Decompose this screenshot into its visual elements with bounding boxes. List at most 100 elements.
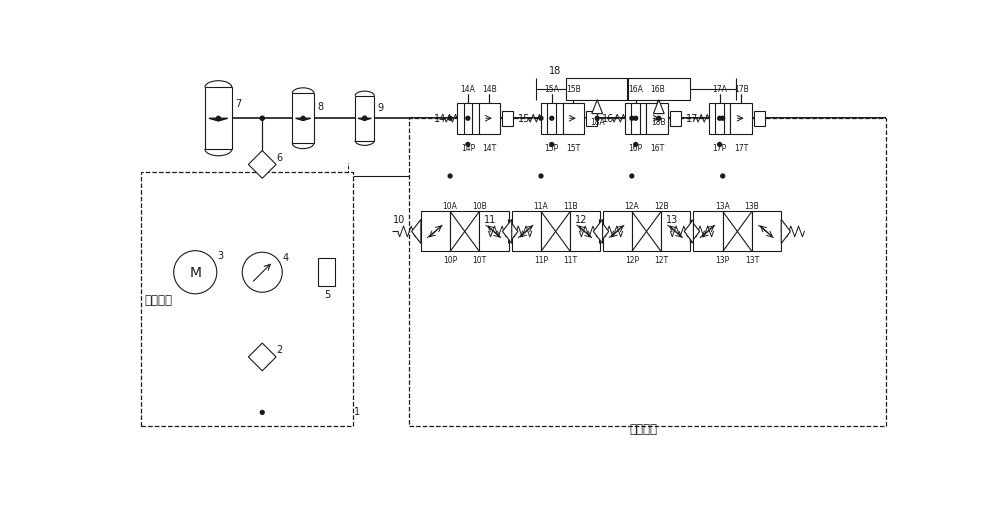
Circle shape bbox=[718, 117, 722, 121]
Text: 3: 3 bbox=[217, 251, 223, 261]
Text: 17: 17 bbox=[686, 114, 698, 124]
Circle shape bbox=[721, 117, 725, 121]
Bar bbox=[457, 104, 479, 134]
Text: 12B: 12B bbox=[654, 201, 668, 211]
Circle shape bbox=[634, 143, 638, 147]
Text: 11A: 11A bbox=[534, 201, 548, 211]
Bar bbox=[292, 94, 314, 144]
Polygon shape bbox=[684, 220, 693, 244]
Circle shape bbox=[595, 117, 599, 121]
Text: 10P: 10P bbox=[443, 255, 457, 264]
Text: 16: 16 bbox=[602, 114, 614, 124]
Circle shape bbox=[448, 175, 452, 179]
Circle shape bbox=[216, 117, 220, 121]
Bar bbox=[693, 212, 723, 252]
Bar bbox=[632, 212, 661, 252]
Circle shape bbox=[718, 143, 722, 147]
Polygon shape bbox=[690, 220, 700, 244]
Polygon shape bbox=[248, 343, 276, 371]
Bar bbox=[670, 111, 681, 127]
Text: 13B: 13B bbox=[745, 201, 759, 211]
Text: 6: 6 bbox=[276, 153, 282, 163]
Circle shape bbox=[260, 117, 264, 121]
Text: 11T: 11T bbox=[563, 255, 577, 264]
Bar bbox=[450, 212, 479, 252]
Text: 7: 7 bbox=[235, 98, 241, 109]
Text: 16P: 16P bbox=[629, 144, 643, 153]
Text: 16A: 16A bbox=[628, 85, 643, 94]
Bar bbox=[141, 173, 353, 426]
Text: 14P: 14P bbox=[461, 144, 475, 153]
Text: 15A: 15A bbox=[544, 85, 559, 94]
Bar bbox=[586, 111, 597, 127]
Bar bbox=[355, 97, 374, 141]
Text: 17A: 17A bbox=[712, 85, 727, 94]
Bar bbox=[661, 212, 690, 252]
Circle shape bbox=[630, 117, 634, 121]
Bar bbox=[563, 104, 584, 134]
Text: 15B: 15B bbox=[566, 85, 581, 94]
Text: 9: 9 bbox=[377, 103, 384, 113]
Bar bbox=[502, 111, 513, 127]
Circle shape bbox=[260, 411, 264, 415]
Text: 10T: 10T bbox=[472, 255, 487, 264]
Circle shape bbox=[448, 117, 452, 121]
Text: 13P: 13P bbox=[716, 255, 730, 264]
Circle shape bbox=[466, 117, 470, 121]
Bar bbox=[512, 212, 541, 252]
Text: 14A: 14A bbox=[460, 85, 475, 94]
Text: 5: 5 bbox=[324, 289, 330, 299]
Text: 14T: 14T bbox=[482, 144, 497, 153]
Polygon shape bbox=[209, 119, 228, 122]
Text: 16T: 16T bbox=[650, 144, 664, 153]
Bar bbox=[479, 212, 509, 252]
Text: 12A: 12A bbox=[624, 201, 639, 211]
Text: 18A: 18A bbox=[590, 118, 605, 127]
Bar bbox=[603, 212, 632, 252]
Text: 12: 12 bbox=[575, 215, 587, 225]
Text: 14B: 14B bbox=[482, 85, 497, 94]
Bar bbox=[479, 104, 500, 134]
Text: 15T: 15T bbox=[566, 144, 580, 153]
Text: 11B: 11B bbox=[563, 201, 578, 211]
Circle shape bbox=[539, 117, 543, 121]
Circle shape bbox=[634, 117, 638, 121]
Text: 2: 2 bbox=[276, 344, 282, 355]
Bar bbox=[318, 259, 335, 286]
Text: 17B: 17B bbox=[734, 85, 749, 94]
Bar bbox=[709, 104, 730, 134]
Polygon shape bbox=[593, 220, 603, 244]
Text: 4: 4 bbox=[282, 252, 288, 262]
Circle shape bbox=[550, 143, 554, 147]
Text: 10: 10 bbox=[393, 215, 405, 225]
Text: 18B: 18B bbox=[651, 118, 666, 127]
Polygon shape bbox=[781, 220, 790, 244]
Text: 12P: 12P bbox=[625, 255, 639, 264]
Text: 17P: 17P bbox=[713, 144, 727, 153]
Circle shape bbox=[550, 117, 554, 121]
Bar bbox=[541, 104, 563, 134]
Circle shape bbox=[363, 117, 367, 121]
Polygon shape bbox=[600, 220, 609, 244]
Polygon shape bbox=[509, 220, 518, 244]
Polygon shape bbox=[502, 220, 512, 244]
Bar bbox=[723, 212, 752, 252]
Circle shape bbox=[539, 175, 543, 179]
Text: 泵控模块: 泵控模块 bbox=[144, 293, 172, 306]
Circle shape bbox=[630, 175, 634, 179]
Text: 10A: 10A bbox=[443, 201, 458, 211]
Text: M: M bbox=[189, 266, 201, 280]
Bar bbox=[541, 212, 570, 252]
Bar bbox=[205, 88, 232, 150]
Circle shape bbox=[301, 117, 305, 121]
Polygon shape bbox=[358, 119, 371, 121]
Text: 16B: 16B bbox=[650, 85, 665, 94]
Circle shape bbox=[363, 117, 367, 121]
Polygon shape bbox=[412, 220, 421, 244]
Circle shape bbox=[242, 252, 282, 293]
Text: 11: 11 bbox=[484, 215, 496, 225]
Text: 18: 18 bbox=[549, 66, 561, 76]
Text: 1: 1 bbox=[354, 406, 360, 416]
Text: 10B: 10B bbox=[472, 201, 487, 211]
Bar bbox=[409, 119, 886, 426]
